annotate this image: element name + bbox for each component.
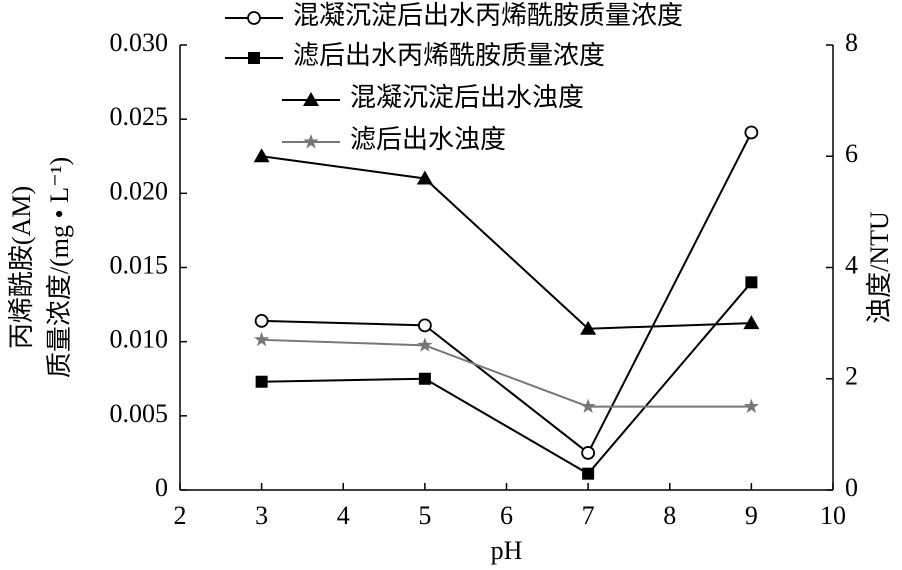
y2-axis-label: 浊度/NTU [865,211,894,324]
y2-tick-label: 4 [845,250,858,279]
x-tick-label: 4 [337,501,350,530]
legend-marker [303,92,319,106]
x-tick-label: 3 [255,501,268,530]
marker [418,372,431,385]
marker [254,313,269,328]
x-tick-label: 10 [820,501,846,530]
y-tick-label: 0.005 [110,399,169,428]
x-tick-label: 8 [663,501,676,530]
series-line [261,338,752,408]
marker [580,398,596,413]
series-line [261,132,753,455]
legend-label: 滤后出水丙烯酰胺质量浓度 [293,41,605,70]
marker [743,315,760,330]
series-line [261,281,753,475]
y-axis-label: 质量浓度/(mg • L⁻¹) [45,157,74,378]
y-axis-label: 丙烯酰胺(AM) [7,186,36,349]
marker [417,337,433,352]
y-tick-label: 0.020 [110,176,169,205]
marker [581,446,596,460]
legend-marker [248,52,260,64]
marker [253,148,270,163]
y-tick-label: 0.025 [110,102,169,131]
marker [255,375,268,388]
marker [580,320,597,335]
x-tick-label: 7 [582,501,595,530]
x-tick-label: 9 [745,501,758,530]
marker [416,170,433,185]
y-tick-label: 0 [155,473,168,502]
legend-marker [303,134,319,149]
x-axis-label: pH [491,536,523,565]
y2-tick-label: 0 [845,473,858,502]
legend-label: 混凝沉淀后出水丙烯酰胺质量浓度 [293,1,683,30]
marker [254,331,270,347]
x-tick-label: 6 [500,501,513,530]
marker [743,398,759,413]
y2-tick-label: 2 [845,362,858,391]
y-tick-label: 0.030 [110,28,169,57]
y-tick-label: 0.015 [110,250,169,279]
series-line [261,155,752,330]
marker [582,467,595,480]
legend-marker [247,11,261,25]
x-tick-label: 5 [418,501,431,530]
y-tick-label: 0.010 [110,325,169,354]
x-tick-label: 2 [174,501,187,530]
marker [744,125,759,140]
legend-label: 混凝沉淀后出水浊度 [350,83,584,112]
marker [417,318,432,333]
marker [745,276,758,289]
y2-tick-label: 8 [845,28,858,57]
y2-tick-label: 6 [845,139,858,168]
legend-label: 滤后出水浊度 [350,125,506,154]
